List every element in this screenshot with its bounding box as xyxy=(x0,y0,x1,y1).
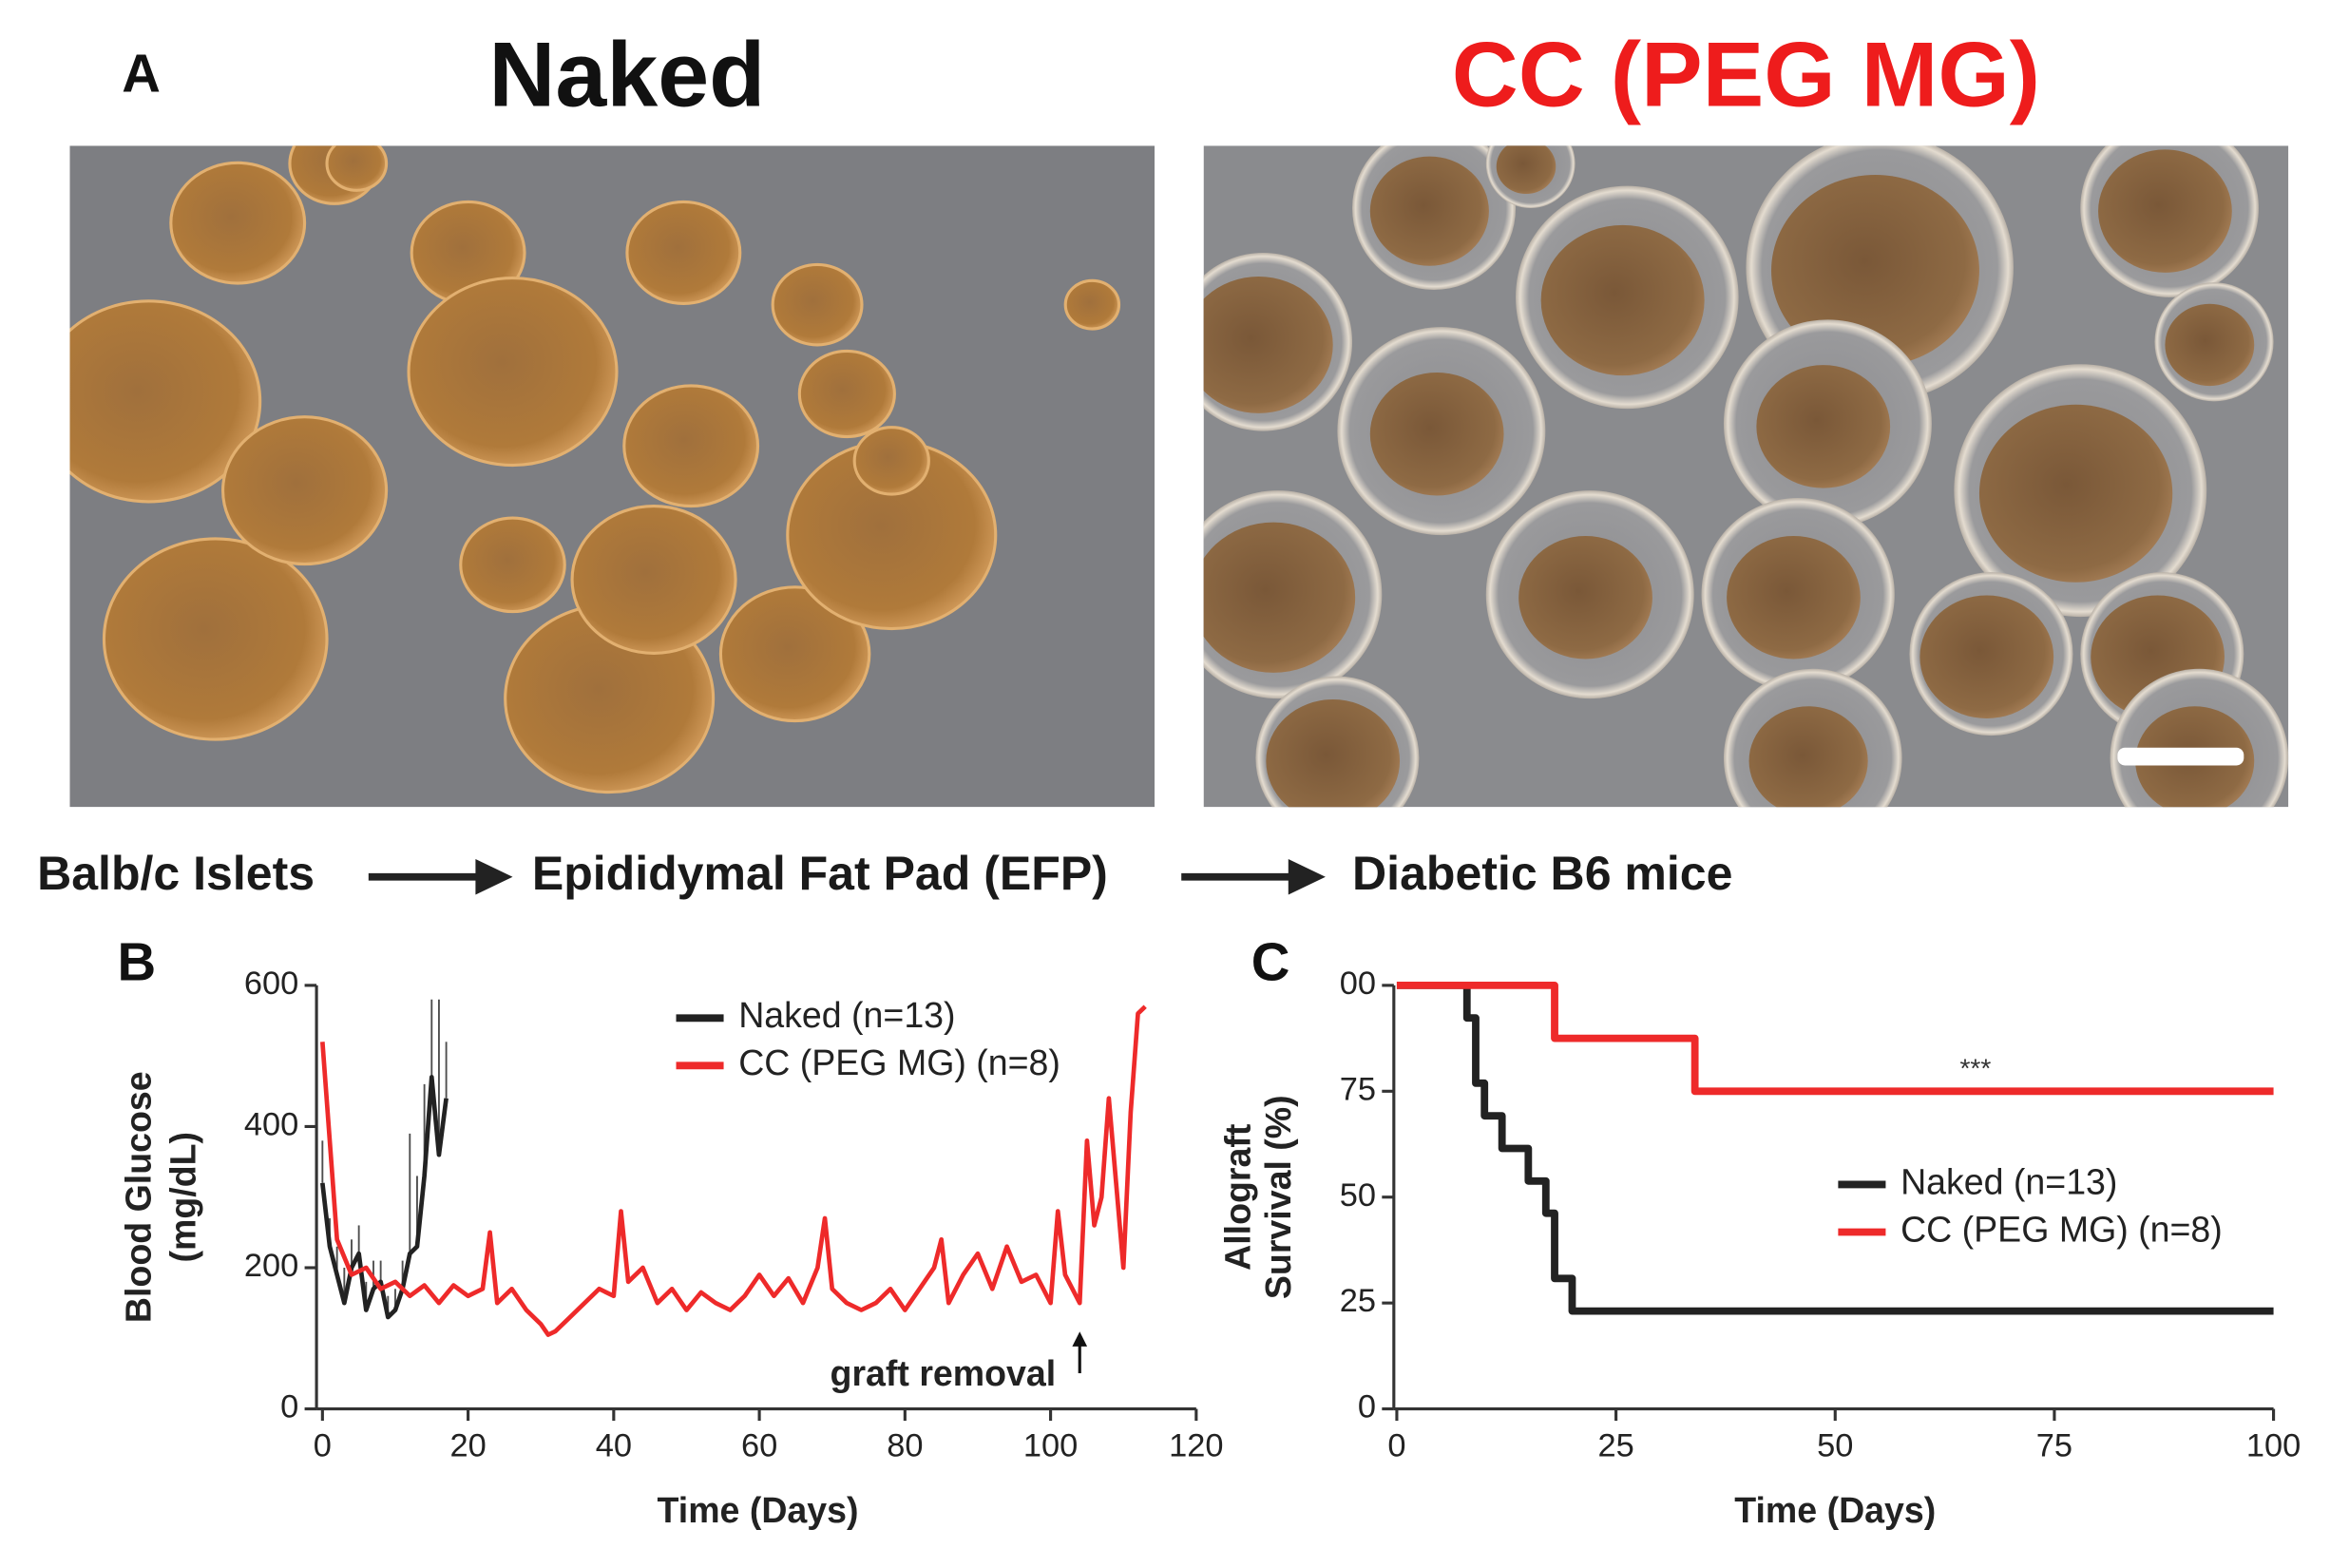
islet xyxy=(570,505,737,655)
islet xyxy=(1771,175,1979,367)
y-tick-label: 75 xyxy=(1340,1071,1376,1107)
islet xyxy=(1540,224,1705,376)
islet xyxy=(622,384,760,508)
y-axis-label: (mg/dL) xyxy=(162,1132,202,1263)
annotation: graft removal xyxy=(831,1353,1057,1393)
islet xyxy=(797,349,896,439)
islet xyxy=(459,516,566,614)
legend-label: Naked (n=13) xyxy=(738,995,955,1035)
x-tick-label: 100 xyxy=(1023,1427,1078,1463)
x-tick-label: 0 xyxy=(1387,1427,1405,1463)
islet xyxy=(2165,303,2255,387)
islet xyxy=(1369,372,1504,496)
annotation-arrow-head xyxy=(1072,1331,1088,1347)
survival-curve xyxy=(1396,981,2274,1096)
legend-label: CC (PEG MG) (n=8) xyxy=(738,1042,1060,1082)
islet xyxy=(1919,595,2054,719)
islet xyxy=(1369,156,1489,266)
panel-label: B xyxy=(118,931,157,991)
flow-step: Diabetic B6 mice xyxy=(1352,847,1732,900)
legend-label: Naked (n=13) xyxy=(1900,1161,2117,1201)
image-title: CC (PEG MG) xyxy=(1452,23,2040,126)
x-tick-label: 0 xyxy=(314,1427,332,1463)
y-axis-label: Survival (%) xyxy=(1258,1095,1298,1299)
x-tick-label: 100 xyxy=(2246,1427,2301,1463)
y-axis-label: Allograft xyxy=(1218,1123,1258,1271)
islet xyxy=(1063,278,1121,331)
x-axis-label: Time (Days) xyxy=(1734,1490,1936,1530)
islet xyxy=(718,585,871,723)
y-tick-label: 25 xyxy=(1340,1283,1376,1319)
y-tick-label: 0 xyxy=(1358,1389,1376,1425)
islet xyxy=(852,426,930,496)
islet xyxy=(771,262,864,347)
islet xyxy=(1266,699,1401,808)
x-tick-label: 60 xyxy=(741,1427,777,1463)
y-tick-label: 400 xyxy=(244,1107,298,1143)
y-tick-label: 50 xyxy=(1340,1177,1376,1214)
islet xyxy=(1518,536,1652,660)
y-tick-label: 600 xyxy=(244,966,298,1002)
annotation: *** xyxy=(1959,1053,1991,1082)
x-tick-label: 25 xyxy=(1597,1427,1633,1463)
x-tick-label: 50 xyxy=(1817,1427,1853,1463)
y-tick-label: 00 xyxy=(1340,966,1376,1002)
y-tick-label: 0 xyxy=(280,1389,298,1425)
islet xyxy=(2098,149,2232,273)
x-tick-label: 120 xyxy=(1169,1427,1223,1463)
y-tick-label: 200 xyxy=(244,1248,298,1284)
islet xyxy=(1756,365,1891,488)
islet xyxy=(102,537,329,741)
islet xyxy=(1748,706,1868,808)
survival-curve xyxy=(1396,981,2274,1315)
islet xyxy=(1978,404,2173,583)
islet xyxy=(1496,145,1557,195)
islet xyxy=(407,276,619,468)
micrograph xyxy=(69,145,1155,808)
islet xyxy=(1203,276,1333,413)
micrograph xyxy=(1203,145,2289,808)
legend-label: CC (PEG MG) (n=8) xyxy=(1900,1209,2223,1249)
scale-bar xyxy=(2117,747,2244,766)
flow-step: Balb/c Islets xyxy=(37,847,315,900)
arrow-head xyxy=(475,858,513,895)
image-title: Naked xyxy=(488,23,765,126)
panel-label: C xyxy=(1251,931,1290,991)
line xyxy=(320,1075,449,1320)
y-axis-label: Blood Glucose xyxy=(118,1071,158,1323)
islet xyxy=(1203,522,1356,673)
islet xyxy=(625,200,742,305)
line xyxy=(319,1004,1147,1337)
x-axis-label: Time (Days) xyxy=(658,1490,859,1530)
flow-step: Epididymal Fat Pad (EFP) xyxy=(532,847,1108,900)
islet xyxy=(169,161,307,285)
islet xyxy=(69,299,262,504)
x-tick-label: 20 xyxy=(449,1427,486,1463)
panel-label: A xyxy=(122,43,161,103)
x-tick-label: 40 xyxy=(596,1427,632,1463)
islet xyxy=(325,145,389,192)
x-tick-label: 80 xyxy=(887,1427,923,1463)
arrow-head xyxy=(1288,858,1326,895)
x-tick-label: 75 xyxy=(2036,1427,2072,1463)
islet xyxy=(221,415,389,566)
islet xyxy=(1727,536,1861,660)
